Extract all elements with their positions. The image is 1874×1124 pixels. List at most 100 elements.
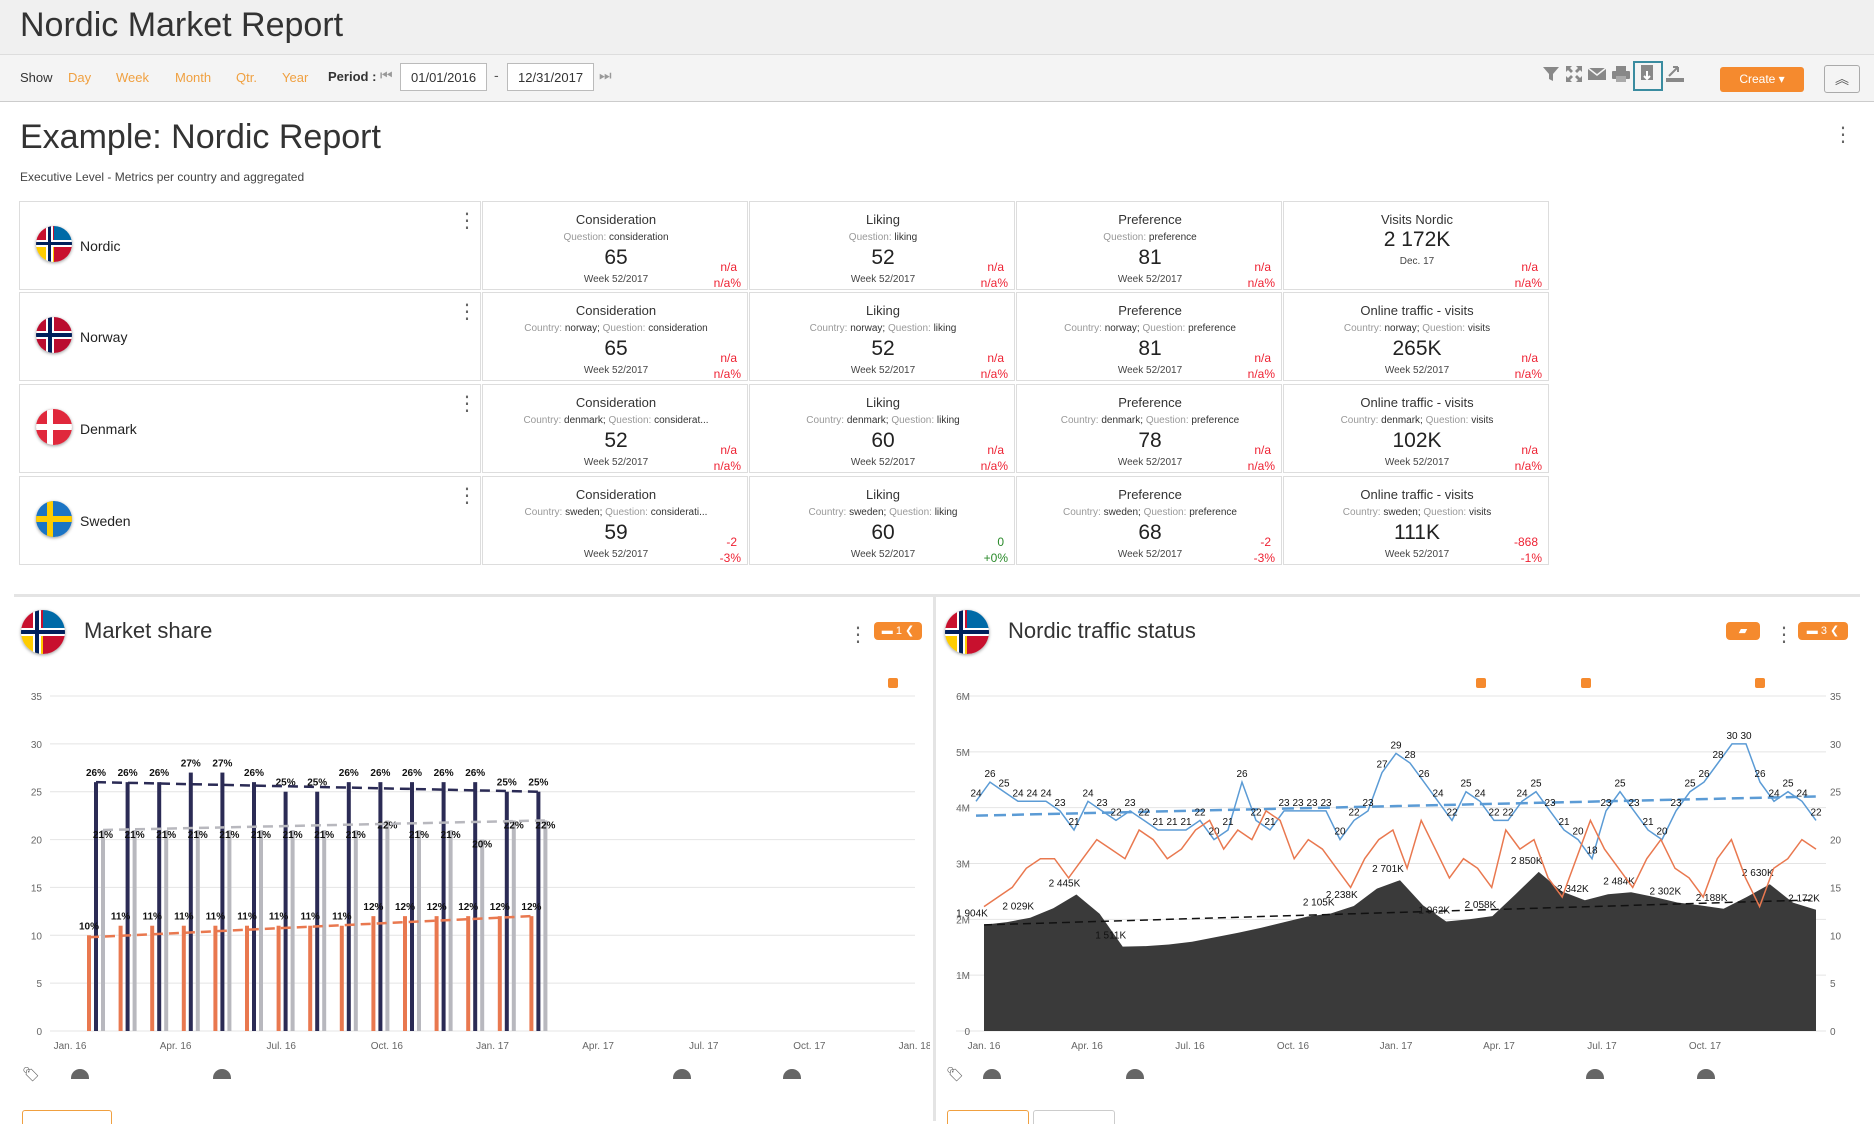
x-tick-label: Jan. 17 (476, 1041, 509, 1052)
filter-country-key: Country: (1064, 323, 1102, 334)
kpi-filter: Country: sweden; Question: preference (1017, 507, 1283, 518)
panel-tab-button[interactable] (22, 1110, 112, 1124)
create-button[interactable]: Create ▾ (1720, 67, 1804, 92)
panel-tab-button[interactable] (1033, 1110, 1115, 1124)
title-bar: Nordic Market Report (0, 0, 1874, 54)
kpi-tile[interactable]: Liking Country: sweden; Question: liking 6… (749, 476, 1015, 565)
expand-icon[interactable] (1563, 65, 1585, 89)
data-label: 21% (251, 830, 271, 841)
date-from-input[interactable]: 01/01/2016 (400, 63, 488, 91)
area-data-label: 2 172K (1788, 894, 1820, 905)
export-icon[interactable] (1633, 61, 1663, 91)
y-left-tick-label: 0 (964, 1027, 970, 1038)
data-label: 11% (206, 912, 226, 923)
traffic-comments-button[interactable]: ▬ 3 ❮ (1798, 622, 1848, 640)
kpi-tile[interactable]: Consideration Country: norway; Question: … (482, 292, 748, 381)
folder-button[interactable]: ▰ (1726, 622, 1760, 640)
filter-country-value: norway; (850, 323, 886, 334)
score-data-label: 22 (1138, 807, 1150, 818)
traffic-menu-icon[interactable]: ⋮ (1774, 624, 1794, 646)
kpi-tile[interactable]: Liking Question: liking 52 Week 52/2017 n/a… (749, 201, 1015, 290)
filter-country-value: norway; (1384, 323, 1420, 334)
gauge-icon[interactable] (673, 1069, 691, 1079)
filter-question-key: Question: (605, 507, 648, 518)
data-label: 21% (156, 830, 176, 841)
data-label: 21% (441, 830, 461, 841)
kpi-tile[interactable]: Liking Country: norway; Question: liking 5… (749, 292, 1015, 381)
x-tick-label: Jan. 17 (1380, 1041, 1413, 1052)
data-label: 26% (339, 768, 359, 779)
kpi-tile[interactable]: Preference Country: norway; Question: pre… (1016, 292, 1282, 381)
score-data-label: 25 (998, 779, 1010, 790)
market-share-title: Market share (84, 618, 213, 643)
market-share-menu-icon[interactable]: ⋮ (848, 624, 868, 646)
print-icon[interactable] (1610, 65, 1632, 89)
kpi-tile[interactable]: Preference Country: sweden; Question: pre… (1016, 476, 1282, 565)
date-to-input[interactable]: 12/31/2017 (507, 63, 595, 91)
gauge-icon[interactable] (1586, 1069, 1604, 1079)
gauge-icon[interactable] (71, 1069, 89, 1079)
bar (434, 916, 439, 1031)
import-icon[interactable] (1664, 65, 1686, 89)
tag-icon[interactable]: 🏷 (946, 1066, 964, 1082)
filter-icon[interactable] (1540, 65, 1562, 89)
kpi-tile[interactable]: Consideration Country: denmark; Question:… (482, 384, 748, 473)
bar (150, 925, 155, 1031)
kpi-tile[interactable]: Consideration Question: consideration 65 W… (482, 201, 748, 290)
row-menu-icon[interactable]: ⋮ (457, 210, 477, 232)
kpi-value: 81 (1138, 337, 1162, 360)
report-menu-icon[interactable]: ⋮ (1833, 124, 1853, 146)
range-quarter[interactable]: Qtr. (236, 70, 257, 85)
score-data-label: 23 (1292, 798, 1304, 809)
panel-tab-button[interactable] (947, 1110, 1029, 1124)
gauge-icon[interactable] (783, 1069, 801, 1079)
mail-icon[interactable] (1586, 65, 1608, 89)
range-day[interactable]: Day (68, 70, 92, 85)
kpi-delta-percent: n/a% (713, 459, 741, 473)
last-period-icon[interactable]: ⏭ (599, 67, 612, 83)
kpi-tile[interactable]: Online traffic - visits Country: denmark;… (1283, 384, 1549, 473)
kpi-tile[interactable]: Consideration Country: sweden; Question: … (482, 476, 748, 565)
row-menu-icon[interactable]: ⋮ (457, 485, 477, 507)
kpi-period: Week 52/2017 (850, 274, 916, 285)
kpi-tile[interactable]: Online traffic - visits Country: sweden; … (1283, 476, 1549, 565)
kpi-tile[interactable]: Preference Question: preference 81 Week 52… (1016, 201, 1282, 290)
kpi-tile[interactable]: Preference Country: denmark; Question: pr… (1016, 384, 1282, 473)
filter-country-key: Country: (1340, 415, 1379, 426)
annotation-marker-icon[interactable] (888, 678, 898, 688)
first-period-icon[interactable]: ⏮ (380, 67, 393, 83)
annotation-marker-icon[interactable] (1581, 678, 1591, 688)
range-month[interactable]: Month (175, 70, 212, 85)
kpi-tile[interactable]: Visits Nordic 2 172K Dec. 17 n/a n/a% (1283, 201, 1549, 290)
gauge-icon[interactable] (213, 1069, 231, 1079)
market-share-comments-button[interactable]: ▬ 1 ❮ (874, 622, 922, 640)
range-week[interactable]: Week (116, 70, 149, 85)
collapse-button[interactable]: ︽ (1824, 65, 1860, 93)
bar (259, 830, 263, 1031)
kpi-period: Week 52/2017 (1117, 457, 1183, 468)
score-data-label: 21 (1558, 817, 1570, 828)
kpi-tile[interactable]: Liking Country: denmark; Question: liking… (749, 384, 1015, 473)
tag-icon[interactable]: 🏷 (22, 1066, 40, 1082)
score-data-label: 23 (1054, 798, 1066, 809)
score-data-label: 18 (1586, 846, 1598, 857)
y-left-tick-label: 5M (956, 748, 970, 759)
gauge-icon[interactable] (1697, 1069, 1715, 1079)
kpi-period: Week 52/2017 (1117, 549, 1183, 560)
gauge-icon[interactable] (1126, 1069, 1144, 1079)
annotation-marker-icon[interactable] (1476, 678, 1486, 688)
secondary-line (983, 809, 1817, 909)
data-label: 22% (535, 820, 555, 831)
score-data-label: 24 (1474, 788, 1486, 799)
kpi-title: Consideration (575, 212, 657, 227)
gauge-icon[interactable] (983, 1069, 1001, 1079)
toolbar: Show Day Week Month Qtr. Year Period : ⏮… (0, 54, 1874, 102)
bar (87, 935, 91, 1031)
row-menu-icon[interactable]: ⋮ (457, 393, 477, 415)
kpi-tile[interactable]: Online traffic - visits Country: norway; … (1283, 292, 1549, 381)
range-year[interactable]: Year (282, 70, 309, 85)
area-data-label: 2 445K (1049, 878, 1081, 889)
annotation-marker-icon[interactable] (1755, 678, 1765, 688)
row-menu-icon[interactable]: ⋮ (457, 301, 477, 323)
filter-country-key: Country: (524, 507, 563, 518)
